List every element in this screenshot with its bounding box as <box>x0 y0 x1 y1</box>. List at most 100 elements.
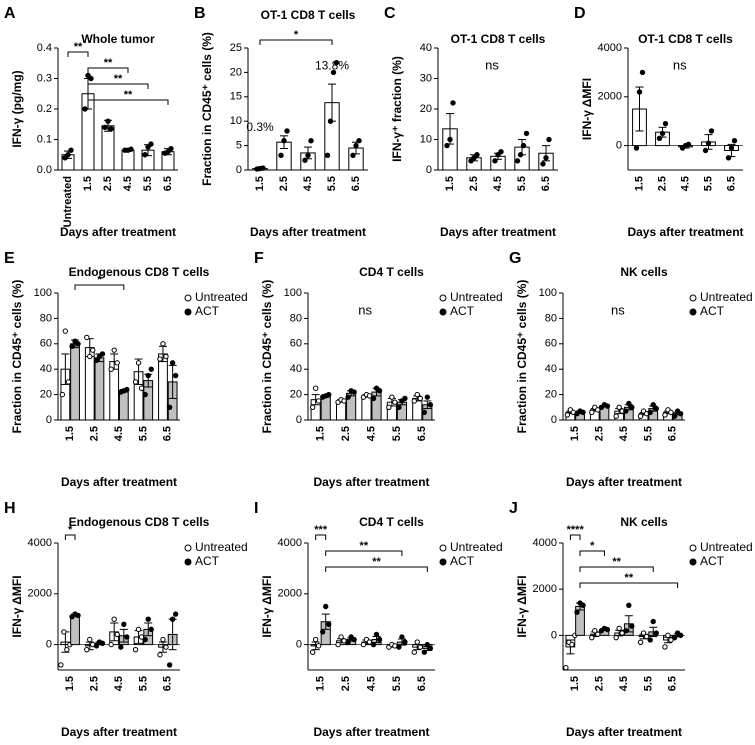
x-tick-label: 1.5 <box>64 426 76 441</box>
data-point <box>172 372 179 379</box>
data-point <box>68 147 74 153</box>
data-point <box>163 644 169 650</box>
x-axis-label: Days after treatment <box>61 725 177 739</box>
data-point <box>498 149 504 155</box>
y-axis-label: Fraction in CD45⁺ cells (%) <box>10 280 24 434</box>
x-tick-label: 4.5 <box>679 176 691 191</box>
panel-title: OT-1 CD8 T cells <box>261 8 356 22</box>
x-tick-label: 4.5 <box>113 676 125 691</box>
x-tick-label: 1.5 <box>315 426 327 441</box>
data-point <box>163 353 169 360</box>
y-tick-label: 30 <box>420 72 432 84</box>
annotation: ns <box>485 57 499 72</box>
data-point <box>345 639 351 645</box>
y-axis-label: IFN-γ ΔMFI <box>515 575 529 637</box>
x-tick-label: 2.5 <box>656 176 668 191</box>
data-point <box>82 106 88 112</box>
data-point <box>563 664 569 671</box>
significance-bracket <box>579 550 605 556</box>
data-point <box>324 152 331 159</box>
data-point <box>323 603 329 610</box>
data-point <box>386 404 392 410</box>
data-point <box>376 388 383 394</box>
data-point <box>326 621 332 627</box>
legend-marker <box>689 308 697 316</box>
data-point <box>616 404 622 410</box>
bar <box>158 353 168 421</box>
data-point <box>305 152 311 159</box>
significance-bracket <box>579 566 654 572</box>
data-point <box>111 347 117 353</box>
x-tick-label: 6.5 <box>540 176 552 191</box>
data-point <box>574 609 580 615</box>
y-axis-label: Fraction in CD45⁺ cells (%) <box>200 32 214 186</box>
data-point <box>93 643 100 649</box>
data-point <box>650 618 656 625</box>
x-tick-label: 6.5 <box>725 176 737 191</box>
data-point <box>302 157 308 163</box>
data-point <box>604 626 611 633</box>
legend-marker <box>439 544 447 552</box>
y-tick-label: 0 <box>296 414 302 426</box>
data-point <box>523 130 530 137</box>
x-tick-label: 1.5 <box>315 676 327 691</box>
x-axis-label: Days after treatment <box>250 225 366 239</box>
data-point <box>540 161 546 167</box>
data-point <box>468 158 474 164</box>
x-tick-label: 2.5 <box>594 676 606 691</box>
x-tick-label: 4.5 <box>618 426 630 441</box>
data-point <box>351 389 357 395</box>
y-tick-label: 0 <box>616 140 622 152</box>
data-point <box>84 334 90 341</box>
data-point <box>61 629 67 635</box>
x-axis-label: Days after treatment <box>566 725 682 739</box>
significance-label: ** <box>124 89 133 101</box>
panel-title: NK cells <box>620 265 668 279</box>
data-point <box>450 100 456 106</box>
panel-title: OT-1 CD8 T cells <box>451 32 546 46</box>
panel-letter: A <box>4 5 16 22</box>
data-point <box>492 158 498 164</box>
x-tick-label: 5.5 <box>137 676 149 691</box>
data-point <box>633 145 640 151</box>
data-point <box>546 136 552 143</box>
x-axis-label: Days after treatment <box>566 475 682 489</box>
y-tick-label: 5 <box>236 140 242 152</box>
y-tick-label: 0 <box>551 414 557 426</box>
data-point <box>656 135 663 141</box>
x-tick-label: 1.5 <box>82 176 94 191</box>
y-tick-label: 4000 <box>533 537 557 549</box>
legend-label: ACT <box>450 554 475 568</box>
data-point <box>330 69 337 76</box>
data-point <box>580 602 586 609</box>
data-point <box>373 631 380 638</box>
data-point <box>595 631 601 637</box>
data-point <box>668 637 674 643</box>
x-tick-label: 4.5 <box>492 176 504 191</box>
data-point <box>392 399 398 405</box>
y-tick-label: 80 <box>40 312 52 324</box>
data-point <box>402 639 408 645</box>
data-point <box>640 630 647 636</box>
data-point <box>168 145 174 152</box>
data-point <box>636 89 643 95</box>
data-point <box>421 409 428 416</box>
y-tick-label: 2000 <box>278 588 302 600</box>
data-point <box>59 391 66 398</box>
data-point <box>309 649 316 655</box>
y-tick-label: 20 <box>420 103 432 115</box>
x-axis-label: Days after treatment <box>313 475 429 489</box>
significance-bracket <box>87 99 169 105</box>
data-point <box>121 621 127 627</box>
x-tick-label: 1.5 <box>444 176 456 191</box>
x-tick-label: 5.5 <box>137 426 149 441</box>
legend-marker <box>184 308 192 316</box>
x-axis-label: Days after treatment <box>627 225 743 239</box>
legend-marker <box>439 558 447 566</box>
data-point <box>414 391 420 398</box>
data-point <box>659 130 666 137</box>
data-point <box>260 165 266 171</box>
y-axis-label: IFN-γ ΔMFI <box>260 575 274 637</box>
significance-bracket <box>325 550 403 556</box>
data-point <box>356 138 362 144</box>
